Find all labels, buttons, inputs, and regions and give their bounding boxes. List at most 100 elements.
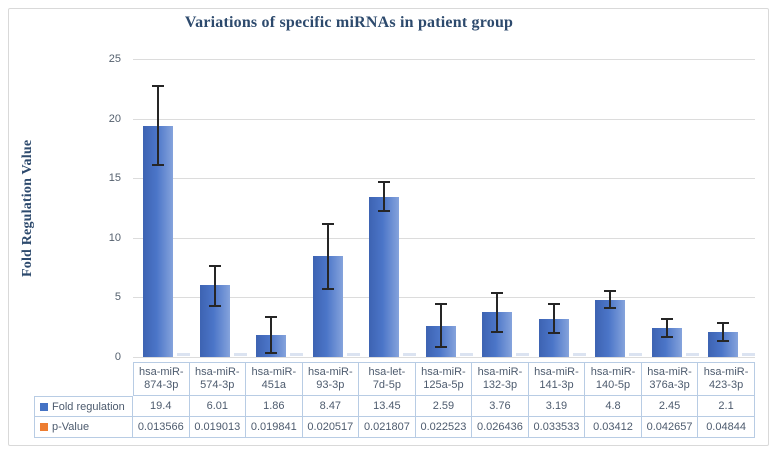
category-label: hsa-let- 7d-5p [368, 366, 406, 391]
error-bar-hsa-miR-376a-3p [661, 318, 673, 338]
error-bar-hsa-miR-125a-5p [435, 303, 447, 348]
legend-cell-fold-regulation: Fold regulation [34, 396, 133, 417]
p-value-cell: 0.013566 [133, 417, 190, 438]
category-header-cell: hsa-miR- 451a [246, 362, 303, 396]
bar-hsa-miR-140-5p [595, 300, 625, 357]
category-header-cell: hsa-miR- 376a-3p [641, 362, 699, 396]
p-value-bar-hsa-let-7d-5p [403, 353, 416, 356]
error-bar-vline [214, 265, 216, 307]
p-value-cell: 0.022523 [415, 417, 473, 438]
error-bar-vline [327, 223, 329, 290]
fold-regulation-value-cell: 19.4 [133, 396, 190, 417]
error-bar-cap-bottom [378, 210, 390, 212]
p-value-bar-hsa-miR-423-3p [742, 353, 755, 356]
p-value-bar-hsa-miR-574-3p [234, 353, 247, 356]
error-bar-vline [157, 85, 159, 166]
error-bar-hsa-miR-451a [265, 316, 277, 354]
legend-label: Fold regulation [52, 400, 125, 413]
error-bar-cap-top [435, 303, 447, 305]
error-bar-hsa-miR-132-3p [491, 292, 503, 333]
fold-regulation-value-cell: 8.47 [302, 396, 360, 417]
table-corner-cell [34, 362, 133, 396]
category-label: hsa-miR- 132-3p [477, 366, 523, 391]
p-value-cell: 0.020517 [302, 417, 360, 438]
gridline [133, 178, 755, 179]
p-value-cell: 0.021807 [359, 417, 416, 438]
category-header-cell: hsa-miR- 125a-5p [415, 362, 473, 396]
p-value-cell: 0.03412 [585, 417, 642, 438]
fold-regulation-value-cell: 1.86 [246, 396, 303, 417]
error-bar-cap-top [378, 181, 390, 183]
y-tick-label: 25 [108, 53, 121, 65]
category-header-cell: hsa-miR- 132-3p [472, 362, 529, 396]
p-value-cell: 0.033533 [528, 417, 586, 438]
fold-regulation-value-cell: 3.19 [528, 396, 586, 417]
category-header-cell: hsa-miR- 423-3p [698, 362, 755, 396]
p-value-cell: 0.019841 [246, 417, 303, 438]
p-value-cell: 0.026436 [472, 417, 529, 438]
error-bar-cap-top [322, 223, 334, 225]
plot-area [133, 59, 755, 358]
p-value-bar-hsa-miR-93-3p [347, 353, 360, 356]
y-tick-label: 10 [108, 232, 121, 244]
p-value-cell: 0.019013 [189, 417, 247, 438]
gridline [133, 59, 755, 60]
error-bar-vline [553, 303, 555, 334]
error-bar-cap-top [152, 85, 164, 87]
fold-regulation-legend-swatch-icon [40, 402, 48, 411]
error-bar-cap-bottom [265, 352, 277, 354]
error-bar-cap-top [661, 318, 673, 320]
chart-title: Variations of specific miRNAs in patient… [184, 14, 514, 31]
fold-regulation-value-cell: 2.1 [698, 396, 755, 417]
p-value-bar-hsa-miR-451a [290, 353, 303, 356]
legend-label: p-Value [52, 421, 90, 433]
fold-regulation-value-cell: 2.59 [415, 396, 473, 417]
fold-regulation-value-cell: 13.45 [359, 396, 416, 417]
category-label: hsa-miR- 125a-5p [421, 366, 466, 391]
error-bar-cap-bottom [548, 332, 560, 334]
error-bar-hsa-miR-423-3p [717, 322, 729, 342]
y-tick-label: 0 [114, 351, 121, 363]
error-bar-vline [722, 322, 724, 342]
category-header-cell: hsa-miR- 141-3p [528, 362, 586, 396]
error-bar-hsa-miR-141-3p [548, 303, 560, 334]
error-bar-hsa-miR-574-3p [209, 265, 221, 307]
gridline [133, 119, 755, 120]
error-bar-cap-bottom [491, 331, 503, 333]
error-bar-vline [609, 290, 611, 309]
legend-cell-p-value: p-Value [34, 417, 133, 438]
error-bar-vline [440, 303, 442, 348]
error-bar-cap-bottom [661, 336, 673, 338]
p-value-bar-hsa-miR-125a-5p [460, 353, 473, 356]
error-bar-cap-bottom [209, 305, 221, 307]
category-header-cell: hsa-miR- 140-5p [585, 362, 642, 396]
error-bar-cap-top [265, 316, 277, 318]
error-bar-cap-bottom [152, 164, 164, 166]
data-table: hsa-miR- 874-3p hsa-miR- 574-3p hsa-miR- 451a… [34, 362, 755, 438]
fold-regulation-value-cell: 3.76 [472, 396, 529, 417]
fold-regulation-value-cell: 2.45 [641, 396, 699, 417]
error-bar-vline [270, 316, 272, 354]
error-bar-cap-bottom [717, 340, 729, 342]
y-tick-label: 5 [114, 291, 121, 303]
error-bar-hsa-miR-874-3p [152, 85, 164, 166]
y-tick-label: 15 [108, 172, 121, 184]
gridline [133, 297, 755, 298]
error-bar-vline [383, 181, 385, 212]
category-header-cell: hsa-miR- 93-3p [302, 362, 360, 396]
p-value-bar-hsa-miR-140-5p [629, 353, 642, 356]
error-bar-cap-bottom [322, 288, 334, 290]
gridline [133, 238, 755, 239]
p-value-cell: 0.04844 [698, 417, 755, 438]
category-label: hsa-miR- 376a-3p [647, 366, 692, 391]
p-value-cell: 0.042657 [641, 417, 699, 438]
category-header-cell: hsa-miR- 574-3p [189, 362, 247, 396]
error-bar-cap-top [717, 322, 729, 324]
category-label: hsa-miR- 140-5p [590, 366, 636, 391]
error-bar-cap-bottom [604, 307, 616, 309]
bar-hsa-let-7d-5p [369, 197, 399, 357]
category-label: hsa-miR- 574-3p [194, 366, 240, 391]
error-bar-cap-top [548, 303, 560, 305]
error-bar-vline [666, 318, 668, 338]
